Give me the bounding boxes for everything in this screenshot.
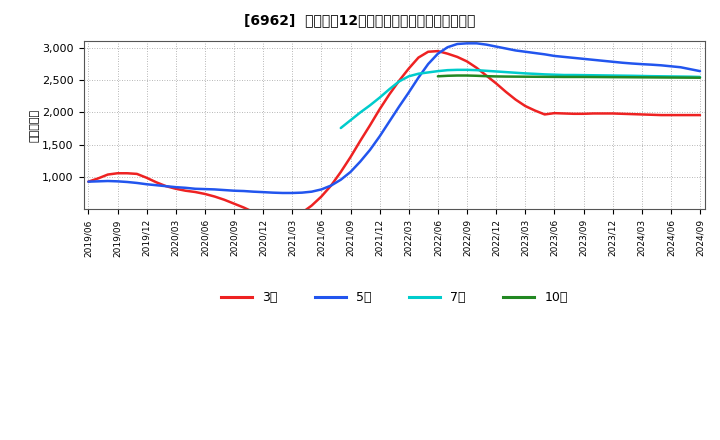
Legend: 3年, 5年, 7年, 10年: 3年, 5年, 7年, 10年 [215, 286, 573, 309]
Text: [6962]  経常利益12か月移動合計の標準偏差の推移: [6962] 経常利益12か月移動合計の標準偏差の推移 [244, 13, 476, 27]
Y-axis label: （百万円）: （百万円） [30, 109, 40, 142]
